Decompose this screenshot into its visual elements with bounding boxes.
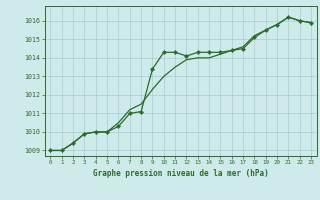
X-axis label: Graphe pression niveau de la mer (hPa): Graphe pression niveau de la mer (hPa)	[93, 169, 269, 178]
